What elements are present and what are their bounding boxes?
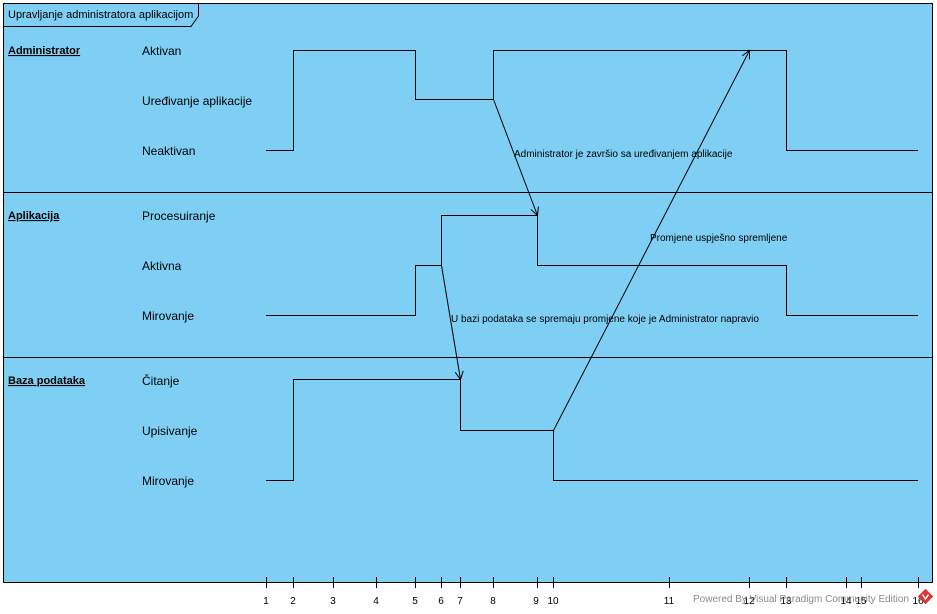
tick-label: 5 (412, 596, 418, 607)
tick-label: 7 (457, 596, 463, 607)
message-label: Promjene uspješno spremljene (650, 233, 788, 244)
lifeline-aplikacija: Aplikacija (8, 210, 60, 222)
state-label: Mirovanje (142, 309, 194, 323)
tick-label: 14 (840, 596, 852, 607)
frame-title-tab (3, 3, 199, 27)
state-label: Aktivna (142, 259, 182, 273)
visual-paradigm-logo-icon (917, 588, 934, 605)
tick-label: 12 (743, 596, 755, 607)
lifeline-administrator: Administrator (8, 45, 81, 57)
message-arrow (493, 99, 538, 216)
tick-label: 1 (263, 596, 269, 607)
state-label: Neaktivan (142, 144, 195, 158)
tick-label: 8 (490, 596, 496, 607)
message-label: Administrator je završio sa uređivanjem … (514, 149, 733, 160)
state-label: Uređivanje aplikacije (142, 94, 252, 108)
message-label: U bazi podataka se spremaju promjene koj… (451, 314, 759, 325)
diagram-frame (3, 3, 933, 583)
frame-title: Upravljanje administratora aplikacijom (8, 9, 193, 21)
state-label: Upisivanje (142, 424, 198, 438)
tick-label: 3 (330, 596, 336, 607)
timeline-aplikacija (266, 215, 918, 316)
lifeline-baza-podataka: Baza podataka (8, 375, 86, 387)
message-arrow (553, 51, 750, 431)
tick-label: 2 (290, 596, 296, 607)
tick-label: 10 (547, 596, 559, 607)
tick-label: 15 (855, 596, 867, 607)
time-ruler: 1 2 3 4 5 6 7 8 9 10 11 12 13 14 15 16 (263, 577, 924, 607)
tick-label: 6 (438, 596, 444, 607)
state-label: Procesuiranje (142, 209, 216, 223)
tick-label: 16 (912, 596, 924, 607)
watermark-text: Powered By Visual Paradigm Community Edi… (693, 594, 909, 605)
tick-label: 11 (664, 596, 675, 607)
state-label: Aktivan (142, 44, 181, 58)
message-arrow (441, 265, 461, 380)
state-label: Čitanje (142, 373, 180, 388)
state-label: Mirovanje (142, 474, 194, 488)
tick-label: 9 (533, 596, 539, 607)
tick-label: 4 (373, 596, 379, 607)
tick-label: 13 (780, 596, 792, 607)
timeline-administrator (266, 50, 918, 151)
timeline-baza-podataka (266, 379, 918, 481)
